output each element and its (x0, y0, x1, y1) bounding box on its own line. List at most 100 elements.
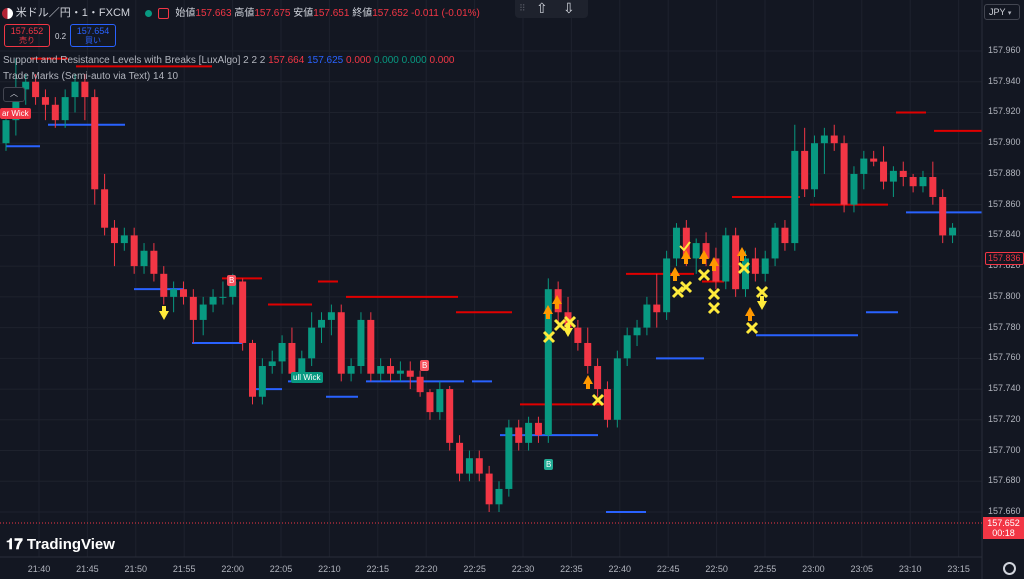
current-price: 157.652 (987, 518, 1020, 528)
candle-body (465, 458, 473, 474)
indicator-value-4: 0.000 (373, 55, 399, 66)
candle (820, 127, 828, 174)
currency-button[interactable]: JPY ▾ (984, 4, 1020, 20)
sell-label: 売り (19, 36, 35, 45)
candle-body (870, 158, 878, 162)
price-axis-label: 157.800 (988, 290, 1021, 301)
candle-body (298, 358, 306, 374)
candle-body (101, 189, 109, 228)
candle-body (41, 97, 49, 105)
candle (337, 304, 345, 382)
scroll-up-icon[interactable]: ⇧ (536, 0, 548, 16)
candle-body (949, 227, 957, 236)
buy-arrow-icon (681, 250, 691, 264)
price-axis-label: 157.740 (988, 383, 1021, 394)
time-axis-label: 21:45 (76, 564, 99, 574)
candle-body (150, 250, 158, 274)
candle (179, 281, 187, 305)
exit-x-icon (745, 321, 759, 335)
high-label: 高値 (234, 8, 255, 19)
buy-button[interactable]: 157.654 買い (70, 24, 116, 47)
drag-handle-icon[interactable]: ⠿ (519, 3, 526, 13)
candle-body (357, 319, 365, 367)
candle (840, 135, 848, 213)
candle (416, 370, 424, 397)
top-nav-bar (515, 0, 588, 18)
candle-body (663, 258, 671, 313)
break-label-3: B (544, 459, 554, 470)
check-icon (679, 241, 691, 252)
indicator-legend-trade[interactable]: Trade Marks (Semi-auto via Text) 14 10 (3, 71, 178, 82)
exit-x-icon (697, 268, 711, 282)
candle (584, 327, 592, 374)
candle-body (544, 289, 552, 436)
candle-body (761, 258, 769, 274)
collapse-legend-button[interactable]: ︿ (3, 87, 25, 102)
candle (91, 89, 99, 205)
exit-x-icon (671, 285, 685, 299)
break-label-2: B (420, 360, 430, 371)
candle (150, 243, 158, 282)
sell-button[interactable]: 157.652 売り (4, 24, 50, 47)
candle-body (446, 389, 454, 443)
candle-body (377, 366, 385, 374)
time-axis-label: 22:20 (414, 564, 438, 574)
candle-body (327, 312, 335, 320)
candle-body (623, 335, 631, 359)
scroll-down-icon[interactable]: ⇩ (563, 0, 575, 16)
candle-body (219, 296, 227, 298)
candle-body (367, 319, 375, 374)
candle (801, 127, 809, 197)
candle-body (475, 458, 483, 474)
time-axis-label: 23:10 (898, 564, 922, 574)
candle-body (495, 488, 503, 505)
candle (81, 74, 89, 121)
settings-gear-icon[interactable] (1003, 562, 1016, 575)
candle (268, 350, 276, 374)
time-axis-label: 22:30 (511, 564, 535, 574)
candle-body (771, 227, 779, 259)
price-axis-label: 157.680 (988, 475, 1021, 486)
candle-body (929, 177, 937, 197)
buy-arrow-icon (745, 307, 755, 321)
candle-body (436, 389, 444, 413)
candle-body (574, 327, 582, 343)
candle-body (909, 177, 917, 187)
candle-body (939, 196, 947, 236)
buy-price: 157.654 (76, 26, 110, 36)
candle-body (308, 327, 316, 359)
symbol-name[interactable]: 米ドル／円・1・FXCM (15, 7, 131, 19)
candle-body (130, 235, 138, 267)
candle (110, 220, 118, 267)
candle (594, 358, 602, 397)
candle (495, 481, 503, 512)
candle-body (347, 366, 355, 374)
candle-body (61, 97, 69, 121)
indicator-legend-sr[interactable]: Support and Resistance Levels with Break… (3, 55, 455, 66)
candle (278, 335, 286, 374)
candle (406, 361, 414, 390)
candle (722, 227, 730, 290)
candle-body (653, 304, 661, 313)
candle-body (781, 227, 789, 244)
tradingview-logo[interactable]: 𝟏𝟕 TradingView (6, 536, 115, 553)
price-axis-label: 157.940 (988, 75, 1021, 86)
buy-label: 買い (85, 36, 101, 45)
bull-wick-label: ull Wick (291, 372, 323, 383)
time-axis-label: 22:35 (560, 564, 583, 574)
flag-icon (2, 7, 13, 19)
candle-body (880, 161, 888, 182)
candle (880, 146, 888, 190)
price-axis-label: 157.880 (988, 167, 1021, 178)
candle (32, 74, 40, 105)
candle (515, 419, 523, 451)
candle (327, 304, 335, 336)
candle-body (22, 81, 30, 90)
candle-body (603, 389, 611, 420)
candle (860, 150, 868, 190)
candle-body (584, 342, 592, 367)
candle (633, 319, 641, 347)
exit-x-icon (707, 301, 721, 315)
tradingview-logo-icon: 𝟏𝟕 (6, 536, 23, 553)
